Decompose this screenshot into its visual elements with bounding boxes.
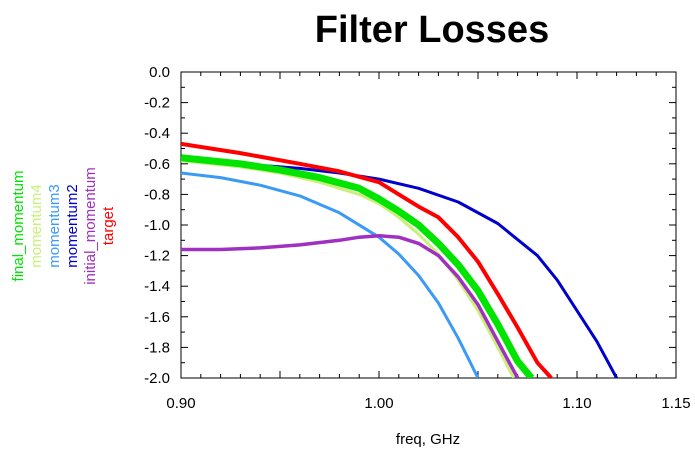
series-line-momentum2 — [181, 157, 618, 378]
plot-frame — [180, 71, 677, 379]
legend-label-momentum3: momentum3 — [46, 184, 63, 267]
legend-label-momentum2: momentum2 — [64, 184, 81, 267]
legend: final_momentum momentum4 momentum3 momentum… — [10, 167, 117, 285]
x-tick-label: 1.15 — [661, 395, 690, 412]
y-tick-label: -1.0 — [144, 217, 170, 234]
series-line-initial-momentum — [181, 233, 520, 378]
x-axis-label: freq, GHz — [396, 431, 460, 448]
legend-label-initial-momentum: initial_momentum — [82, 167, 99, 285]
y-tick-label: -0.6 — [144, 156, 170, 173]
legend-label-target: target — [100, 206, 117, 245]
y-tick-label: -1.6 — [144, 309, 170, 326]
y-tick-label: 0.0 — [149, 64, 170, 81]
y-tick-label: -0.2 — [144, 95, 170, 112]
series-line-momentum3 — [181, 171, 480, 378]
chart-title: Filter Losses — [315, 9, 549, 51]
y-tick-label: -1.4 — [144, 278, 170, 295]
y-tick-label: -2.0 — [144, 370, 170, 387]
legend-label-momentum4: momentum4 — [28, 184, 45, 267]
series-line-final-momentum — [181, 154, 535, 378]
y-tick-label: -0.4 — [144, 125, 170, 142]
y-tick-label: -0.8 — [144, 186, 170, 203]
legend-label-final-momentum: final_momentum — [10, 171, 27, 282]
x-tick-label: 1.00 — [364, 395, 393, 412]
x-tick-label: 0.90 — [166, 395, 195, 412]
x-tick-label: 1.10 — [562, 395, 591, 412]
y-tick-label: -1.8 — [144, 339, 170, 356]
plot-area: 0.0 -0.2 -0.4 -0.6 -0.8 -1.0 -1.2 -1.4 -1.6 -1.8 -… — [144, 64, 690, 412]
y-tick-label: -1.2 — [144, 248, 170, 265]
series-line-target — [181, 141, 553, 378]
